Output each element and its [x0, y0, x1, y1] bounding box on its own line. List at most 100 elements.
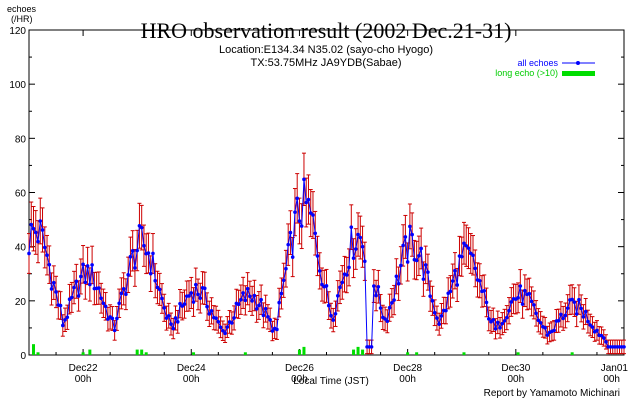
x-tick-sublabel: 00h	[603, 374, 620, 385]
long-echo-bar	[135, 349, 139, 355]
data-point	[586, 319, 590, 324]
x-tick-sublabel: 00h	[399, 374, 416, 385]
data-point	[187, 294, 191, 298]
x-tick-sublabel: 00h	[507, 374, 524, 385]
data-point	[261, 313, 266, 318]
x-tick-label: Dec28	[393, 363, 422, 374]
data-point	[351, 256, 356, 260]
long-echo-bar	[302, 346, 306, 355]
data-point	[583, 309, 588, 314]
long-echo-bar	[462, 352, 466, 355]
data-point	[509, 300, 514, 304]
data-point	[270, 329, 275, 333]
data-point	[604, 340, 608, 344]
data-point	[599, 333, 604, 338]
data-point	[74, 279, 79, 284]
data-point	[563, 313, 568, 318]
data-point	[556, 318, 561, 323]
data-point	[36, 239, 40, 244]
data-point	[160, 296, 164, 301]
data-point	[232, 316, 236, 320]
data-point	[193, 282, 198, 287]
data-point	[482, 288, 487, 293]
data-point	[54, 290, 58, 294]
data-point	[72, 285, 76, 290]
data-point	[70, 295, 74, 300]
all-echoes-series	[27, 177, 626, 349]
data-point	[347, 265, 351, 270]
data-point	[198, 296, 203, 300]
data-point	[399, 263, 403, 268]
data-point	[523, 288, 527, 293]
y-axis-label-2: (/HR)	[11, 14, 33, 24]
data-point	[175, 320, 180, 324]
data-point	[394, 274, 399, 279]
legend-marker-all-echoes	[576, 61, 580, 65]
data-point	[31, 226, 36, 231]
data-point	[577, 297, 581, 302]
data-point	[507, 308, 511, 313]
x-tick-label: Dec30	[501, 363, 530, 374]
data-point	[290, 255, 295, 259]
data-point	[135, 248, 139, 253]
long-echo-bar	[140, 349, 144, 355]
data-point	[236, 302, 241, 307]
data-point	[189, 291, 194, 295]
data-point	[410, 232, 414, 237]
y-tick-label: 120	[9, 26, 26, 37]
data-point	[239, 297, 243, 302]
data-point	[293, 210, 297, 214]
data-point	[281, 278, 286, 283]
data-point	[417, 253, 421, 258]
data-point	[419, 246, 423, 251]
data-point	[171, 326, 176, 331]
data-point	[385, 319, 390, 324]
data-point	[453, 268, 457, 273]
data-point	[462, 241, 466, 246]
data-point	[288, 230, 293, 235]
legend-label-all-echoes: all echoes	[517, 58, 558, 68]
data-point	[223, 331, 227, 336]
data-point	[63, 317, 67, 322]
data-point	[601, 336, 606, 340]
data-point	[570, 297, 574, 302]
data-point	[435, 316, 439, 320]
data-point	[405, 260, 410, 264]
data-point	[516, 296, 520, 300]
data-point	[130, 249, 135, 253]
data-point	[505, 315, 509, 320]
data-point	[65, 315, 70, 320]
data-point	[128, 254, 133, 259]
data-point	[164, 316, 169, 320]
data-point	[33, 230, 38, 235]
long-echo-bar	[570, 352, 574, 355]
data-point	[202, 286, 207, 291]
data-point	[466, 246, 471, 250]
data-point	[99, 296, 103, 301]
chart-subtitle-1: Location:E134.34 N35.02 (sayo-cho Hyogo)	[219, 44, 433, 56]
data-point	[358, 235, 363, 240]
data-point	[439, 314, 444, 318]
long-echo-bar	[144, 352, 148, 355]
data-point	[455, 283, 460, 287]
x-tick-sublabel: 00h	[291, 374, 308, 385]
data-point	[335, 293, 340, 298]
long-echo-bar	[36, 352, 40, 355]
data-point	[295, 196, 300, 201]
data-point	[403, 235, 408, 239]
data-point	[225, 325, 230, 329]
data-point	[372, 284, 376, 288]
data-point	[559, 312, 563, 317]
data-point	[401, 243, 405, 248]
data-point	[268, 318, 272, 322]
data-point	[534, 311, 538, 316]
axes: 020406080100120Dec2200hDec2400hDec2600hD…	[9, 26, 628, 385]
data-point	[162, 306, 167, 310]
data-point	[297, 219, 302, 223]
long-echo-bar	[516, 352, 520, 355]
data-point	[595, 328, 599, 333]
data-point	[196, 292, 200, 297]
data-point	[146, 251, 151, 255]
data-point	[331, 318, 336, 322]
data-point	[329, 313, 333, 318]
